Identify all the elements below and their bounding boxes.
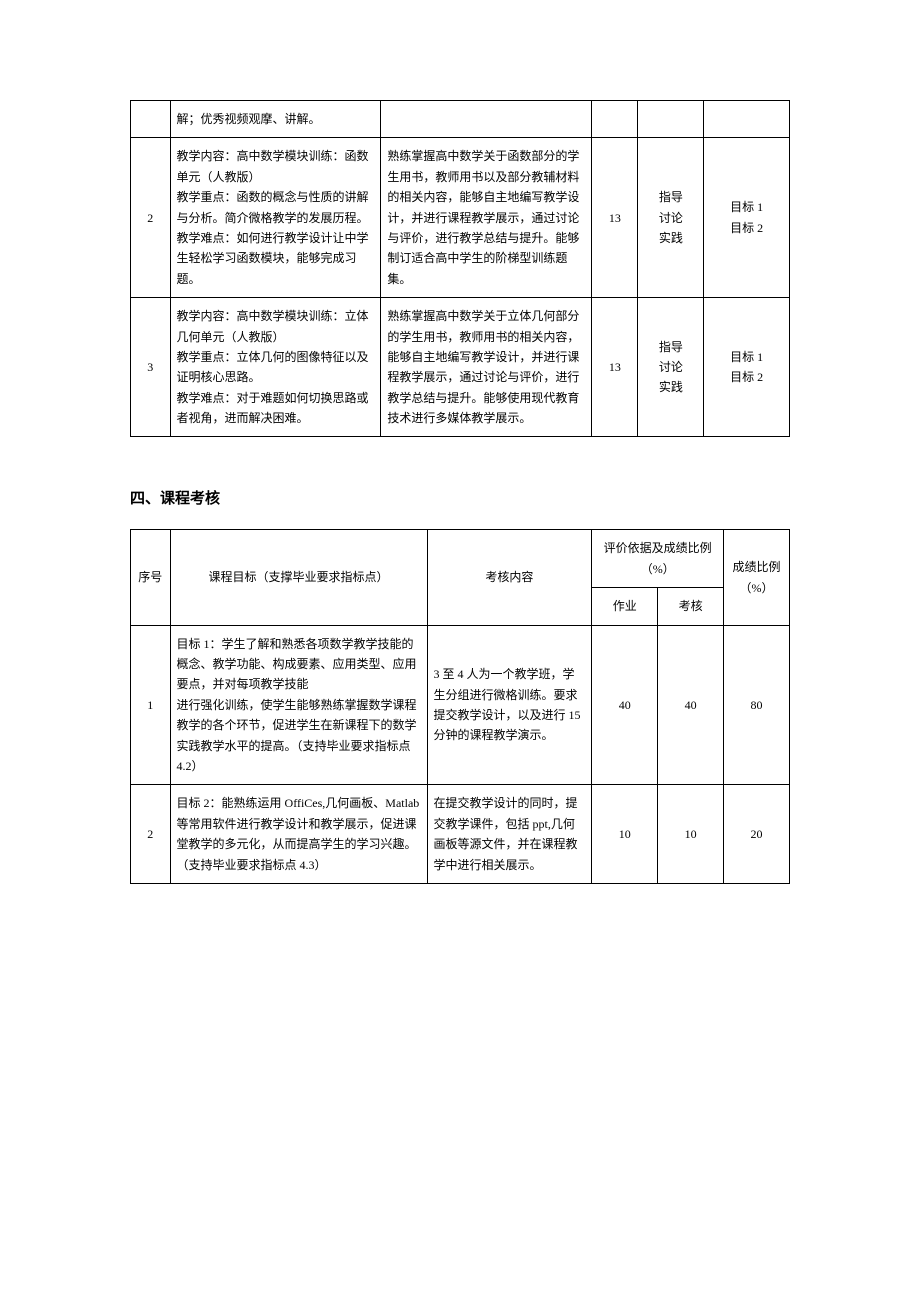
header-goal: 课程目标（支撑毕业要求指标点） [170, 530, 427, 625]
header-homework: 作业 [592, 588, 658, 625]
cell-hours: 13 [592, 298, 638, 437]
cell-num: 1 [131, 625, 171, 785]
cell-method: 指导讨论实践 [638, 138, 704, 298]
table-header-row: 序号 课程目标（支撑毕业要求指标点） 考核内容 评价依据及成绩比例（%） 成绩比… [131, 530, 790, 588]
cell-homework: 40 [592, 625, 658, 785]
cell-target [704, 101, 790, 138]
cell-method: 指导讨论实践 [638, 298, 704, 437]
cell-objective [381, 101, 592, 138]
table-row: 1 目标 1：学生了解和熟悉各项数学教学技能的概念、教学功能、构成要素、应用类型… [131, 625, 790, 785]
header-num: 序号 [131, 530, 171, 625]
cell-objective: 熟练掌握高中数学关于立体几何部分的学生用书，教师用书的相关内容，能够自主地编写教… [381, 298, 592, 437]
section-title: 四、课程考核 [130, 487, 790, 511]
cell-content: 教学内容：高中数学模块训练：函数单元（人教版）教学重点：函数的概念与性质的讲解与… [170, 138, 381, 298]
cell-homework: 10 [592, 785, 658, 884]
cell-exam: 40 [658, 625, 724, 785]
table-row: 2 目标 2：能熟练运用 OffiCes,几何画板、Matlab 等常用软件进行… [131, 785, 790, 884]
cell-goal: 目标 1：学生了解和熟悉各项数学教学技能的概念、教学功能、构成要素、应用类型、应… [170, 625, 427, 785]
cell-num: 2 [131, 785, 171, 884]
cell-content: 3 至 4 人为一个教学班，学生分组进行微格训练。要求提交教学设计，以及进行 1… [427, 625, 592, 785]
cell-content: 解；优秀视频观摩、讲解。 [170, 101, 381, 138]
cell-content: 教学内容：高中数学模块训练：立体几何单元（人教版）教学重点：立体几何的图像特征以… [170, 298, 381, 437]
table-row: 2 教学内容：高中数学模块训练：函数单元（人教版）教学重点：函数的概念与性质的讲… [131, 138, 790, 298]
table-row: 3 教学内容：高中数学模块训练：立体几何单元（人教版）教学重点：立体几何的图像特… [131, 298, 790, 437]
cell-num [131, 101, 171, 138]
cell-objective: 熟练掌握高中数学关于函数部分的学生用书，教师用书以及部分教辅材料的相关内容，能够… [381, 138, 592, 298]
cell-num: 2 [131, 138, 171, 298]
cell-ratio: 80 [724, 625, 790, 785]
cell-hours [592, 101, 638, 138]
cell-hours: 13 [592, 138, 638, 298]
cell-target: 目标 1目标 2 [704, 138, 790, 298]
cell-exam: 10 [658, 785, 724, 884]
header-eval: 评价依据及成绩比例（%） [592, 530, 724, 588]
cell-goal: 目标 2：能熟练运用 OffiCes,几何画板、Matlab 等常用软件进行教学… [170, 785, 427, 884]
header-content: 考核内容 [427, 530, 592, 625]
cell-ratio: 20 [724, 785, 790, 884]
assessment-table: 序号 课程目标（支撑毕业要求指标点） 考核内容 评价依据及成绩比例（%） 成绩比… [130, 529, 790, 883]
header-exam: 考核 [658, 588, 724, 625]
header-ratio: 成绩比例（%） [724, 530, 790, 625]
cell-num: 3 [131, 298, 171, 437]
table-row: 解；优秀视频观摩、讲解。 [131, 101, 790, 138]
syllabus-table: 解；优秀视频观摩、讲解。 2 教学内容：高中数学模块训练：函数单元（人教版）教学… [130, 100, 790, 437]
cell-target: 目标 1目标 2 [704, 298, 790, 437]
cell-content: 在提交教学设计的同时，提交教学课件，包括 ppt,几何画板等源文件，并在课程教学… [427, 785, 592, 884]
cell-method [638, 101, 704, 138]
